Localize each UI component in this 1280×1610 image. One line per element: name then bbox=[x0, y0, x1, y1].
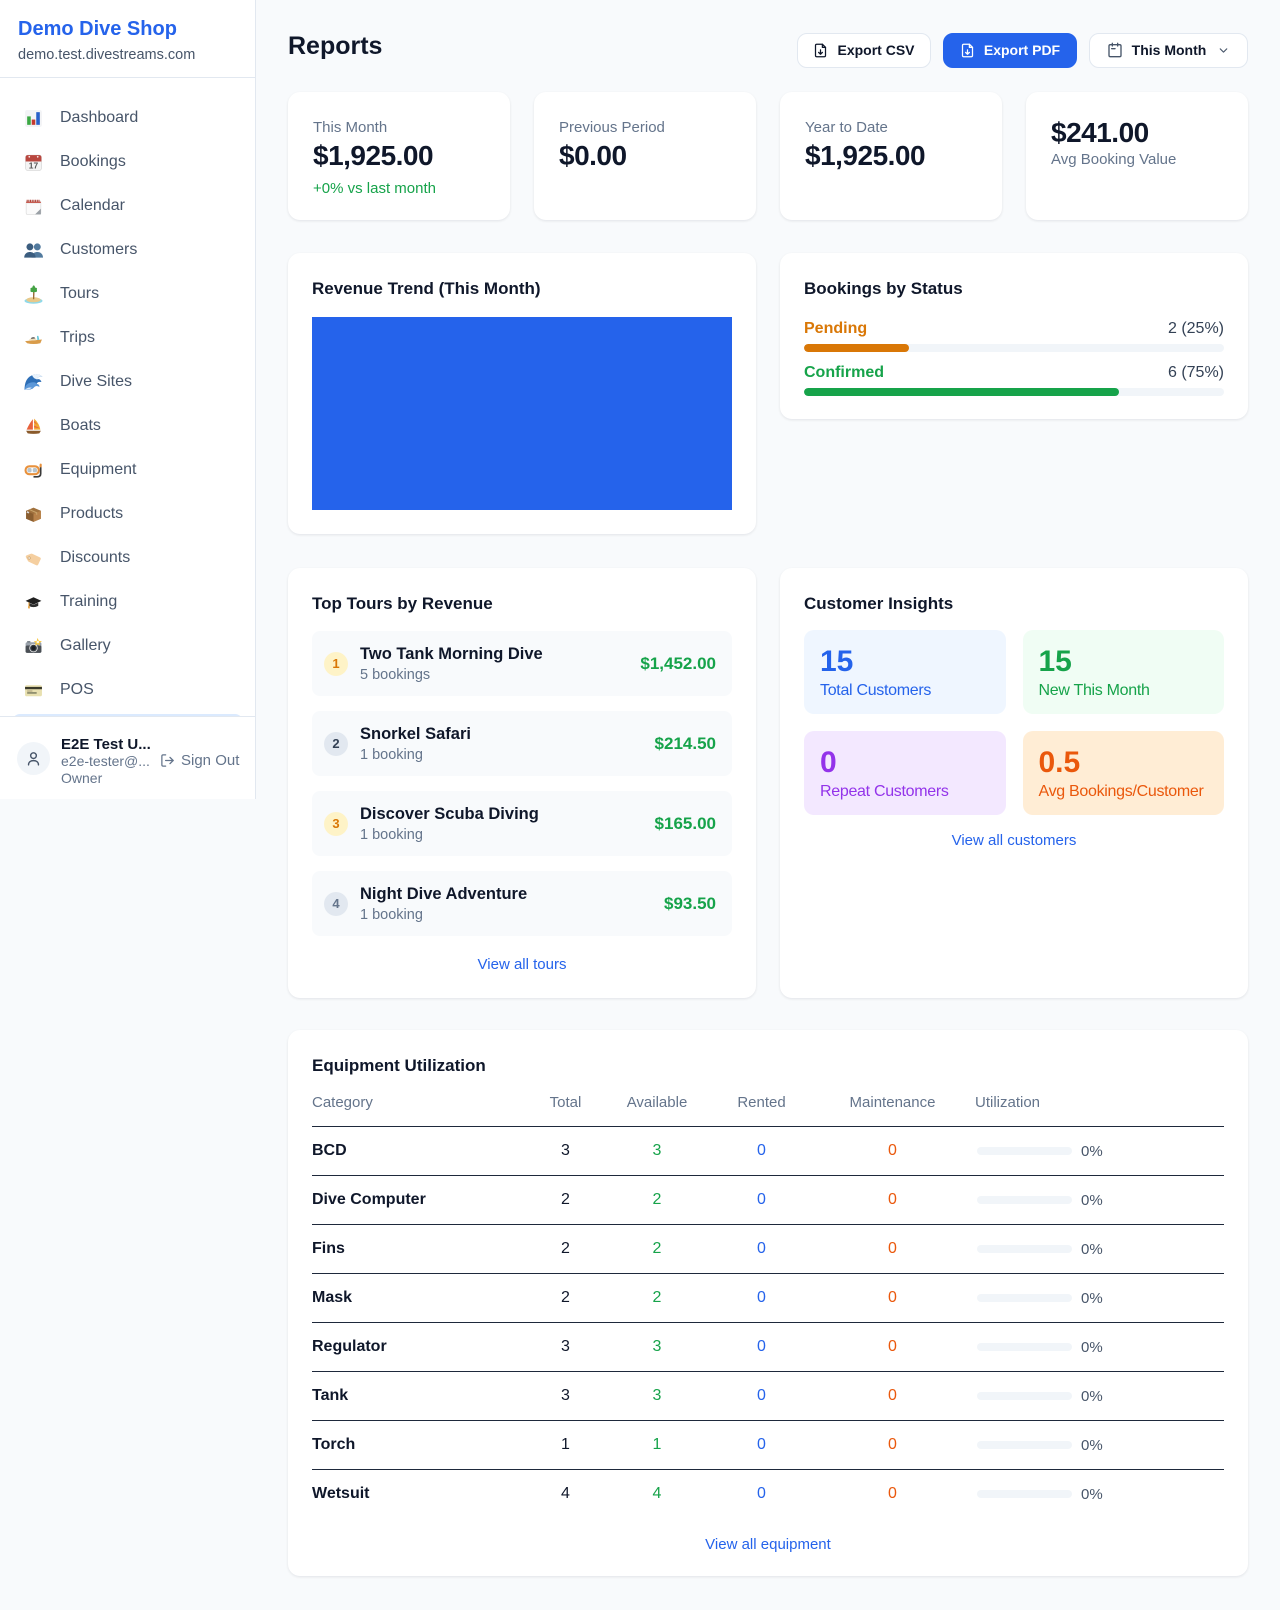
svg-text:17: 17 bbox=[29, 160, 39, 170]
